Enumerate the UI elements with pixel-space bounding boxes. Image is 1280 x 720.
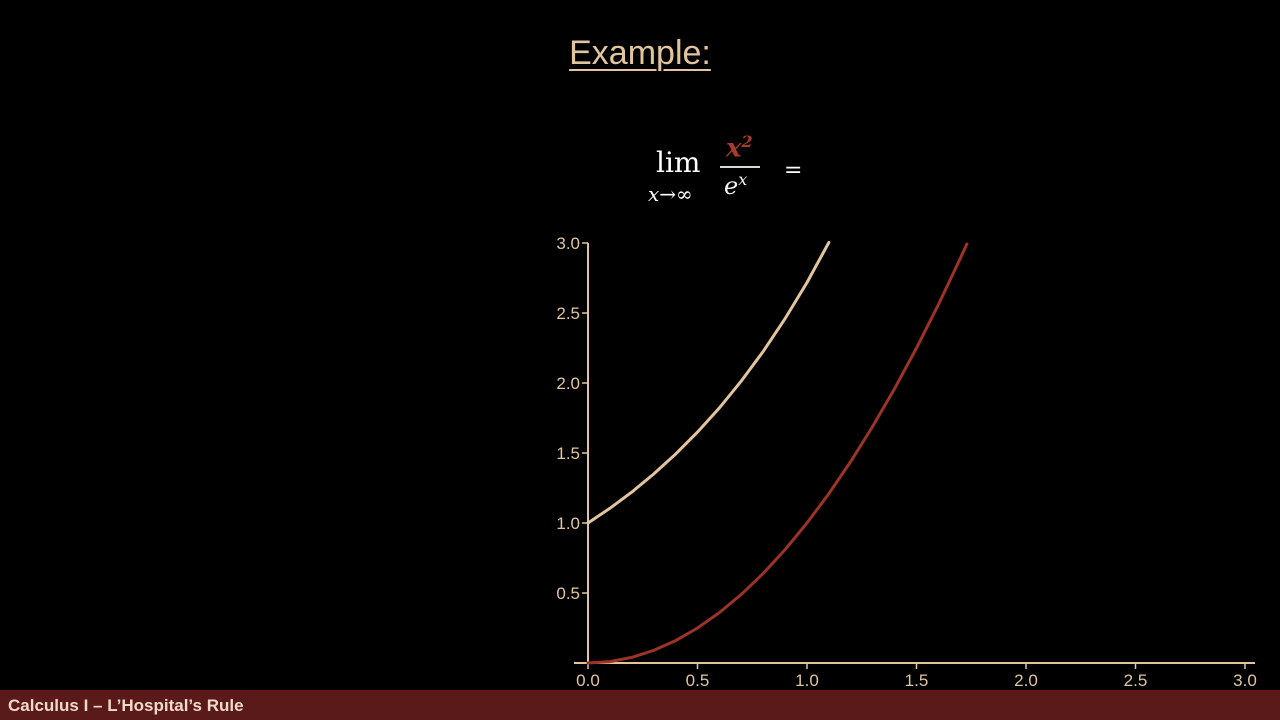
x-tick-label: 1.5 (905, 671, 929, 690)
function-plot: 0.0 0.5 1.0 1.5 2.0 2.5 3.0 0.5 1.0 1.5 2.0 2.5 3.0 (360, 60, 1256, 690)
equals-sign: = (784, 158, 803, 183)
x-tick-label: 2.5 (1124, 671, 1148, 690)
course-label: Calculus I – L’Hospital’s Rule (8, 696, 244, 715)
limit-formula: lim x→∞ x2 ex = (648, 132, 848, 212)
x-tick-label: 0.0 (576, 671, 600, 690)
lim-subscript: x→∞ (648, 182, 693, 206)
footer-bar: Calculus I – L’Hospital’s Rule (0, 690, 1280, 720)
numerator-base: x (726, 133, 742, 164)
x-tick-label: 2.0 (1014, 671, 1038, 690)
square-curve (586, 242, 969, 665)
y-tick-label: 3.0 (556, 234, 580, 253)
lim-operator: lim (656, 146, 701, 179)
numerator-exponent: 2 (741, 132, 753, 151)
fraction-bar (720, 166, 760, 168)
x-tick-label: 3.0 (1233, 671, 1257, 690)
fraction-denominator: ex (724, 170, 747, 200)
y-tick-label: 2.5 (556, 304, 580, 323)
fraction-numerator: x2 (726, 132, 753, 164)
x-tick-label: 0.5 (686, 671, 710, 690)
exp-curve (586, 240, 831, 525)
x-tick-label: 1.0 (795, 671, 819, 690)
denominator-base: e (724, 172, 739, 200)
y-tick-label: 1.5 (556, 444, 580, 463)
y-tick-label: 2.0 (556, 374, 580, 393)
denominator-exponent: x (738, 170, 748, 189)
y-tick-label: 0.5 (556, 584, 580, 603)
plot-svg: 0.0 0.5 1.0 1.5 2.0 2.5 3.0 0.5 1.0 1.5 2.0 2.5 3.0 (556, 234, 1257, 690)
y-tick-label: 1.0 (556, 514, 580, 533)
slide-title: Example: (569, 34, 711, 72)
